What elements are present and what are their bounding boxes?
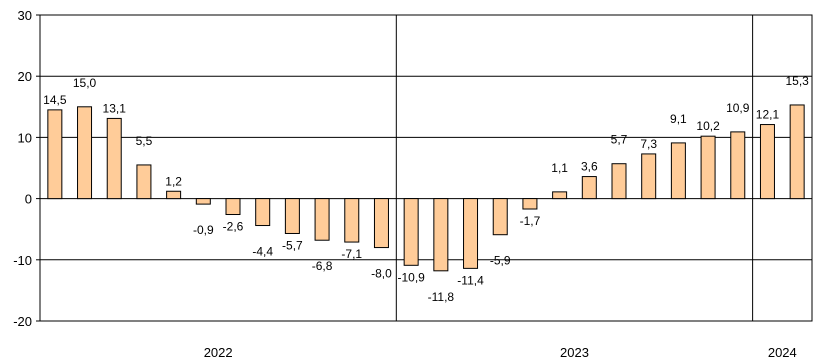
- data-label: 7,3: [640, 137, 657, 151]
- bar: [581, 176, 597, 200]
- data-label: 5,7: [611, 133, 628, 147]
- data-label: 1,1: [551, 161, 568, 175]
- bar: [195, 198, 211, 205]
- data-label: 5,5: [136, 134, 153, 148]
- year-labels: 2022 2023 2024: [204, 345, 797, 360]
- y-tick-label: -20: [13, 314, 32, 329]
- data-label: -0,9: [193, 223, 214, 237]
- bar: [670, 142, 686, 200]
- data-label: -2,6: [223, 220, 244, 234]
- year-dividers: [395, 15, 754, 321]
- bar: [492, 198, 508, 236]
- data-label: 9,1: [670, 112, 687, 126]
- data-label: -6,8: [312, 259, 333, 273]
- data-label: -7,1: [341, 247, 362, 261]
- bar: [552, 191, 568, 200]
- data-label: 12,1: [756, 108, 780, 122]
- bar: [255, 198, 271, 227]
- y-axis-tick-labels: -20 -10 0 10 20 30: [13, 8, 32, 329]
- bar: [314, 198, 330, 241]
- bar: [641, 153, 657, 200]
- bar: [759, 124, 775, 200]
- year-label: 2023: [560, 345, 589, 360]
- data-label: -4,4: [252, 245, 273, 259]
- bar: [403, 198, 419, 266]
- bar: [730, 131, 746, 200]
- data-label: -10,9: [397, 270, 425, 284]
- data-label: 15,3: [785, 74, 809, 88]
- bar: [77, 106, 93, 200]
- bar: [463, 198, 479, 269]
- bar: [344, 198, 360, 243]
- data-label: 10,9: [726, 101, 750, 115]
- bar: [433, 198, 449, 272]
- data-label: -1,7: [520, 214, 541, 228]
- bar: [225, 198, 241, 216]
- data-label: -5,9: [490, 254, 511, 268]
- y-tick-label: -10: [13, 253, 32, 268]
- data-label: -11,4: [457, 273, 484, 287]
- bar: [136, 164, 152, 200]
- data-label: 13,1: [103, 101, 127, 115]
- bars: [47, 104, 805, 272]
- data-label: 1,2: [165, 174, 182, 188]
- bar: [47, 109, 63, 200]
- bar: [166, 190, 182, 200]
- data-label: 3,6: [581, 160, 598, 174]
- data-label: -8,0: [371, 267, 392, 281]
- year-label: 2024: [768, 345, 797, 360]
- bar: [611, 163, 627, 200]
- bar: [106, 117, 122, 200]
- y-tick-label: 30: [18, 8, 32, 23]
- y-tick-label: 0: [25, 192, 32, 207]
- data-label: -5,7: [282, 238, 303, 252]
- y-tick-label: 10: [18, 130, 32, 145]
- year-label: 2022: [204, 345, 233, 360]
- data-label: 10,2: [696, 119, 720, 133]
- plot-frame: [39, 14, 813, 322]
- data-label: 14,5: [43, 93, 67, 107]
- data-labels: 14,5 15,0 13,1 5,5 1,2 -0,9 -2,6 -4,4 -5,7 -6,8 -7…: [43, 74, 809, 304]
- data-label: -11,8: [428, 290, 455, 304]
- bar: [373, 198, 389, 249]
- y-tick-label: 20: [18, 69, 32, 84]
- bar: [789, 104, 805, 200]
- bar: [284, 198, 300, 234]
- bar: [700, 135, 716, 200]
- bar: [522, 198, 538, 210]
- data-label: 15,0: [73, 76, 97, 90]
